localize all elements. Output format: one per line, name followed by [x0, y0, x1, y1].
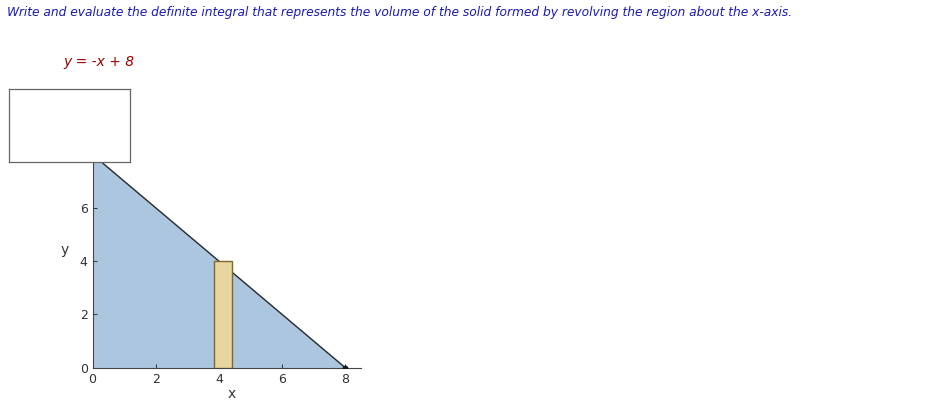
- Point: [338, 364, 353, 371]
- Text: y = -x + 8: y = -x + 8: [63, 55, 134, 69]
- Point: [85, 152, 100, 158]
- Bar: [214, 261, 232, 368]
- X-axis label: x: x: [228, 387, 235, 401]
- Polygon shape: [93, 155, 345, 368]
- Y-axis label: y: y: [61, 244, 69, 257]
- Text: Write and evaluate the definite integral that represents the volume of the solid: Write and evaluate the definite integral…: [7, 6, 793, 19]
